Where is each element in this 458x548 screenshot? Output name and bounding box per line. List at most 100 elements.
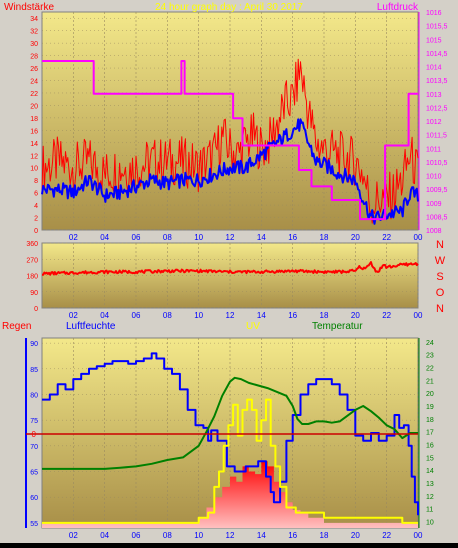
y-left-tick-label: 28 bbox=[30, 54, 38, 61]
compass-label: N bbox=[436, 303, 444, 315]
x-tick-label: 10 bbox=[194, 531, 203, 540]
x-tick-label: 10 bbox=[194, 311, 203, 320]
x-tick-label: 20 bbox=[351, 311, 360, 320]
y-right-tick-label: 14 bbox=[426, 468, 434, 475]
y-left-tick-label: 10 bbox=[30, 166, 38, 173]
x-tick-label: 08 bbox=[163, 311, 172, 320]
y-left-tick-label: 90 bbox=[30, 341, 38, 348]
y-right-tick-label: 1009 bbox=[426, 201, 442, 208]
y-right-tick-label: 1013,5 bbox=[426, 78, 448, 85]
y-right-tick-label: 22 bbox=[426, 366, 434, 373]
y-right-tick-label: 1015,5 bbox=[426, 24, 448, 31]
y-right-tick-label: 11 bbox=[426, 507, 433, 514]
x-tick-label: 00 bbox=[414, 311, 423, 320]
x-tick-label: 02 bbox=[69, 531, 78, 540]
y-left-tick-label: 22 bbox=[30, 91, 38, 98]
x-tick-label: 12 bbox=[226, 233, 235, 242]
y-left-tick-label: 85 bbox=[30, 367, 38, 374]
y-right-tick-label: 1015 bbox=[426, 37, 442, 44]
y-left-tick-label: 24 bbox=[30, 79, 38, 86]
y-right-tick-label: 16 bbox=[426, 443, 434, 450]
y-right-tick-label: 1012,5 bbox=[426, 105, 448, 112]
y-right-tick-label: 19 bbox=[426, 404, 434, 411]
y-left-tick-label: 80 bbox=[30, 392, 38, 399]
y-left-tick-label: 8 bbox=[34, 178, 38, 185]
series-humidity-line bbox=[42, 352, 419, 516]
rain-zero-label: 0 bbox=[32, 430, 37, 439]
y-right-tick-label: 1014,5 bbox=[426, 51, 448, 58]
direction-series bbox=[42, 261, 419, 276]
x-tick-label: 16 bbox=[288, 311, 297, 320]
y-right-tick-label: 1011,5 bbox=[426, 133, 447, 140]
series-direction-line bbox=[42, 261, 419, 276]
compass-label: O bbox=[436, 287, 445, 299]
x-tick-label: 04 bbox=[100, 311, 109, 320]
y-left-tick-label: 18 bbox=[30, 116, 38, 123]
x-tick-label: 02 bbox=[69, 233, 78, 242]
legend-uv: UV bbox=[246, 321, 260, 332]
x-tick-label: 12 bbox=[226, 311, 235, 320]
x-tick-label: 06 bbox=[132, 233, 141, 242]
graph-title: 24 hour graph day : April 30 2017 bbox=[155, 2, 303, 13]
y-right-tick-label: 15 bbox=[426, 455, 434, 462]
y-left-tick-label: 26 bbox=[30, 66, 38, 73]
x-tick-label: 00 bbox=[414, 233, 423, 242]
y-left-tick-label: 70 bbox=[30, 444, 38, 451]
x-tick-label: 18 bbox=[320, 311, 329, 320]
x-tick-label: 18 bbox=[320, 233, 329, 242]
x-tick-label: 16 bbox=[288, 233, 297, 242]
y-left-tick-label: 0 bbox=[34, 228, 38, 235]
x-tick-label: 08 bbox=[163, 233, 172, 242]
y-left-tick-label: 270 bbox=[26, 257, 38, 264]
y-right-tick-label: 1010 bbox=[426, 174, 442, 181]
x-tick-label: 20 bbox=[351, 531, 360, 540]
y-right-tick-label: 1008,5 bbox=[426, 214, 448, 221]
y-right-tick-label: 12 bbox=[426, 494, 434, 501]
x-tick-label: 16 bbox=[288, 531, 297, 540]
x-tick-label: 08 bbox=[163, 531, 172, 540]
y-left-tick-label: 90 bbox=[30, 290, 38, 297]
y-left-tick-label: 55 bbox=[30, 521, 38, 528]
compass-label: S bbox=[436, 271, 443, 283]
y-left-tick-label: 34 bbox=[30, 16, 38, 23]
y-left-tick-label: 0 bbox=[34, 306, 38, 313]
y-right-tick-label: 1008 bbox=[426, 228, 442, 235]
wind-pressure-series bbox=[41, 58, 419, 225]
y-right-tick-label: 13 bbox=[426, 481, 434, 488]
y-left-tick-label: 16 bbox=[30, 128, 38, 135]
y-right-tick-label: 1011 bbox=[426, 146, 441, 153]
y-right-tick-label: 1016 bbox=[426, 10, 442, 17]
y-right-tick-label: 10 bbox=[426, 520, 434, 527]
y-left-tick-label: 20 bbox=[30, 103, 38, 110]
series-solar-area bbox=[42, 461, 418, 528]
y-right-tick-label: 24 bbox=[426, 340, 434, 347]
x-tick-label: 06 bbox=[132, 531, 141, 540]
series-pressure-line bbox=[42, 60, 418, 221]
y-right-tick-label: 1014 bbox=[426, 65, 442, 72]
y-right-tick-label: 1009,5 bbox=[426, 187, 448, 194]
series-temperature-line bbox=[42, 376, 418, 470]
x-tick-label: 04 bbox=[100, 233, 109, 242]
y-right-tick-label: 20 bbox=[426, 391, 434, 398]
y-left-tick-label: 4 bbox=[34, 203, 38, 210]
y-right-tick-label: 1012 bbox=[426, 119, 442, 126]
x-tick-label: 22 bbox=[382, 311, 391, 320]
y-left-tick-label: 60 bbox=[30, 495, 38, 502]
compass-label: N bbox=[436, 239, 444, 251]
series-uv-line bbox=[42, 398, 418, 524]
y-left-tick-label: 32 bbox=[30, 29, 38, 36]
y-left-tick-label: 65 bbox=[30, 470, 38, 477]
x-tick-label: 12 bbox=[226, 531, 235, 540]
y-right-tick-label: 21 bbox=[426, 378, 434, 385]
x-tick-label: 18 bbox=[320, 531, 329, 540]
x-tick-label: 00 bbox=[414, 531, 423, 540]
y-left-tick-label: 14 bbox=[30, 141, 38, 148]
legend-temperature: Temperatur bbox=[312, 321, 363, 332]
y-left-tick-label: 2 bbox=[34, 216, 38, 223]
y-right-tick-label: 18 bbox=[426, 417, 434, 424]
y-left-tick-label: 75 bbox=[30, 418, 38, 425]
